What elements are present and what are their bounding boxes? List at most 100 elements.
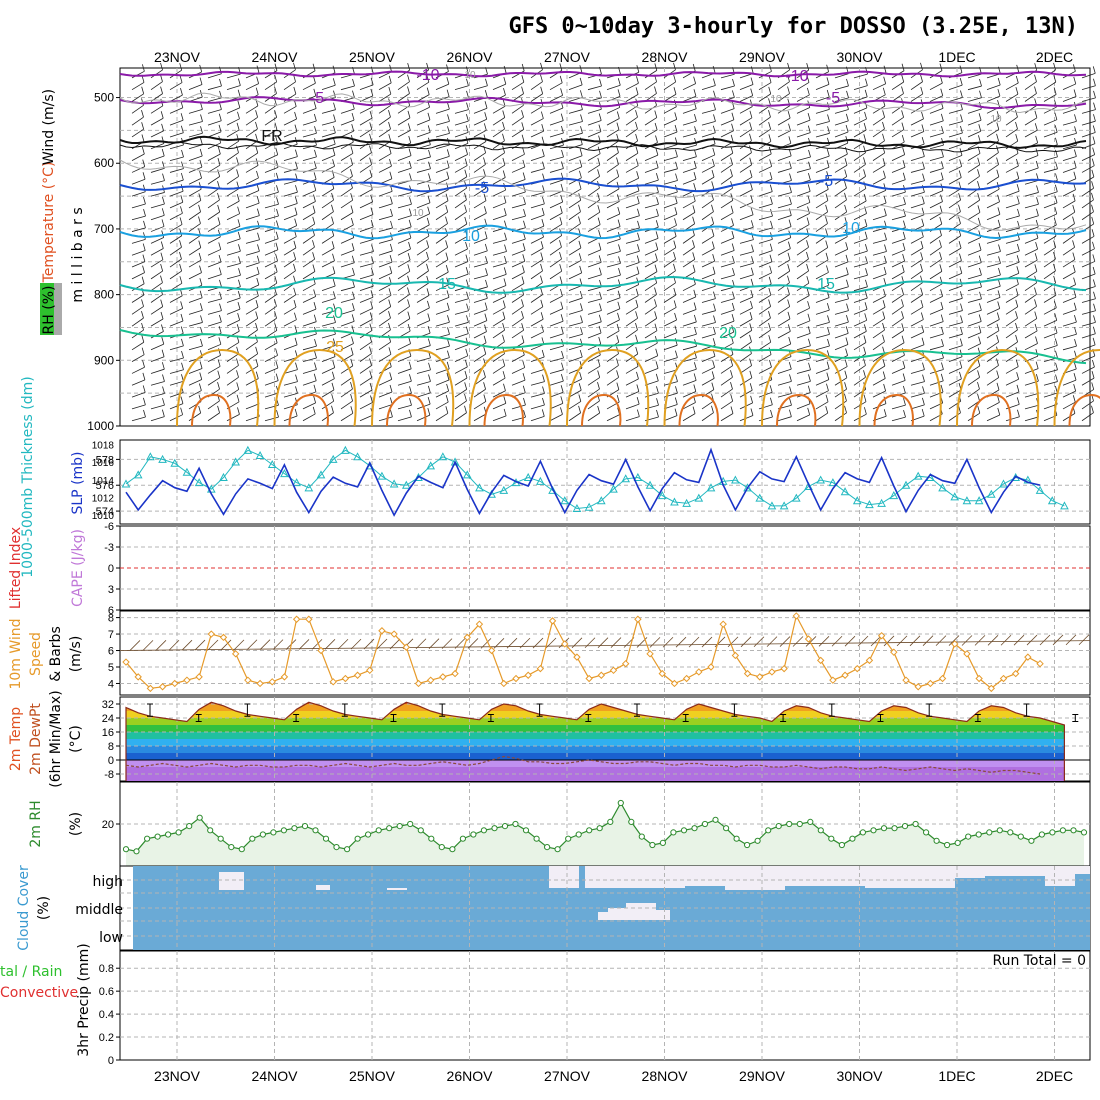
- wind-barb-flag: [1093, 291, 1096, 299]
- wind-barb: [910, 118, 924, 126]
- wind-barb-flag: [654, 63, 658, 71]
- wind10m-barb: [168, 639, 180, 651]
- wind-barb-flag: [978, 124, 982, 132]
- wind-barb-flag: [257, 244, 260, 252]
- wind-barb-flag: [350, 381, 353, 390]
- wind-barb-flag: [845, 337, 849, 345]
- wind-barb-flag: [655, 348, 659, 356]
- wind-barb-flag: [293, 86, 297, 95]
- wind-barb-flag: [485, 67, 488, 75]
- wind-barb-flag: [1034, 110, 1038, 118]
- slp-tick-label: 1018: [92, 440, 115, 451]
- wind-barb-flag: [559, 205, 563, 214]
- wind-barb: [530, 270, 543, 280]
- wind-barb-flag: [540, 299, 544, 307]
- wind10m-barb: [194, 639, 206, 651]
- wind-barb: [720, 365, 733, 374]
- wind-barb-flag: [960, 114, 963, 122]
- wind-barb: [967, 164, 980, 173]
- wind-barb: [644, 70, 658, 79]
- wind10m-barb: [298, 639, 310, 650]
- wind-barb-flag: [770, 208, 773, 217]
- wind-barb: [359, 402, 373, 410]
- wind-barb: [720, 376, 733, 386]
- wind-barb-flag: [142, 385, 146, 393]
- wind-barb: [511, 191, 526, 197]
- wind-barb: [245, 202, 260, 209]
- rh2m-point: [733, 835, 740, 842]
- wind-barb: [986, 188, 1000, 197]
- wind-barb: [587, 310, 602, 315]
- wind-barb: [1081, 273, 1096, 280]
- wind-barb: [986, 251, 1001, 256]
- wind-barb: [739, 353, 752, 362]
- wind-barb-flag: [731, 230, 735, 239]
- wind-barb-flag: [940, 373, 944, 381]
- wind-barb: [1024, 343, 1038, 351]
- wind-barb: [739, 239, 754, 244]
- wind-barb: [891, 215, 906, 221]
- wind-barb: [853, 308, 868, 315]
- wind-barb-flag: [407, 74, 410, 82]
- rh2m-point: [428, 835, 435, 842]
- wind-barb: [644, 167, 659, 173]
- wind-barb-flag: [827, 315, 830, 323]
- wind-barb: [986, 95, 1001, 102]
- wind-barb: [359, 226, 374, 232]
- wind10m-point: [171, 679, 179, 688]
- wind-barb-flag: [331, 216, 334, 224]
- wind-barb: [492, 365, 505, 374]
- wind-barb: [929, 95, 943, 102]
- wind-barb-flag: [825, 405, 829, 414]
- wind-barb: [929, 82, 943, 91]
- wind-barb-flag: [655, 373, 659, 382]
- thickness-point: [377, 471, 387, 480]
- wind-barb: [644, 355, 658, 362]
- wind-barb-flag: [522, 254, 526, 262]
- wind-barb-flag: [996, 312, 1000, 320]
- wind-barb: [948, 143, 963, 150]
- wind-barb: [663, 344, 678, 351]
- wind-barb: [910, 319, 924, 327]
- rh2m-point: [501, 823, 509, 830]
- wind-barb: [1062, 189, 1076, 197]
- wind-barb: [948, 84, 963, 91]
- wind-barb-flag: [922, 397, 925, 405]
- wind-barb: [131, 392, 146, 398]
- wind-barb-flag: [713, 326, 716, 335]
- wind-barb: [758, 272, 772, 280]
- wind-barb: [948, 260, 962, 268]
- wind-barb: [891, 416, 906, 422]
- wind-barb: [701, 120, 716, 126]
- wind-barb: [1024, 179, 1039, 185]
- wind-barb-flag: [579, 372, 582, 380]
- wind-barb-flag: [504, 255, 507, 264]
- wind-barb: [948, 378, 962, 386]
- wind-barb-flag: [730, 358, 734, 366]
- wind-barb-flag: [637, 220, 640, 229]
- wind-barb: [1043, 94, 1057, 102]
- wind-barb: [492, 177, 506, 185]
- wind-barb-flag: [503, 408, 507, 417]
- wind-barb: [872, 177, 886, 185]
- wind-barb-flag: [313, 161, 317, 169]
- wind-barb: [682, 178, 697, 185]
- wind-barb-flag: [237, 313, 241, 321]
- wind-barb: [663, 357, 678, 363]
- wind-barb: [302, 108, 317, 114]
- wind-barb: [682, 309, 697, 315]
- wind10m-barb: [870, 635, 882, 647]
- wind-barb: [264, 191, 279, 197]
- wind-barb-flag: [540, 263, 543, 272]
- wind-barb: [1005, 261, 1020, 268]
- rh2m-point: [838, 841, 846, 849]
- wind-barb-flag: [275, 360, 279, 369]
- wind-barb-flag: [788, 336, 792, 345]
- wind-barb: [245, 390, 259, 398]
- wind-barb-flag: [882, 300, 886, 308]
- wind-barb-flag: [863, 335, 867, 343]
- wind-barb-flag: [903, 410, 906, 418]
- wind-barb-flag: [162, 173, 165, 181]
- wind-barb-flag: [426, 251, 429, 260]
- wind-barb: [454, 223, 468, 232]
